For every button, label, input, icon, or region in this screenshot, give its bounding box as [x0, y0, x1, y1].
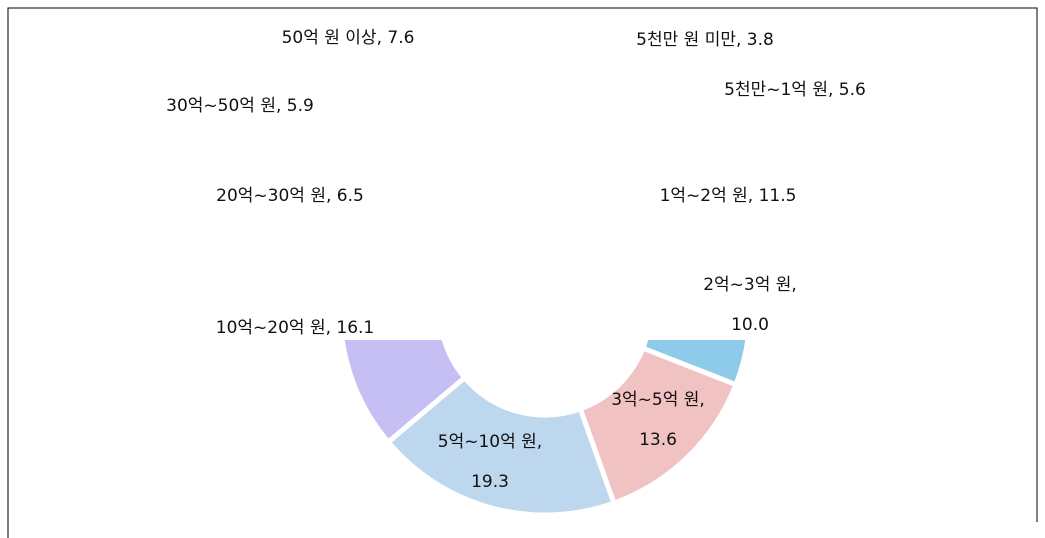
slice: [545, 105, 594, 208]
data-label: 5천만~1억 원, 5.6: [724, 80, 866, 100]
slice: [384, 374, 618, 518]
data-label: 2억~3억 원, 10.0: [703, 275, 797, 335]
slice: [350, 175, 466, 278]
slice: [391, 128, 497, 241]
slice: [339, 340, 469, 446]
slice: [451, 105, 545, 217]
data-label: 1억~2억 원, 11.5: [660, 186, 797, 206]
data-label: 50억 원 이상, 7.6: [282, 28, 415, 48]
data-label: 30억~50억 원, 5.9: [166, 96, 314, 116]
data-label: 10억~20억 원, 16.1: [216, 318, 375, 338]
data-label: 20억~30억 원, 6.5: [216, 186, 364, 206]
data-label: 5천만 원 미만, 3.8: [636, 30, 774, 50]
data-label: 5억~10억 원, 19.3: [438, 432, 542, 492]
chart-frame: [7, 7, 1038, 538]
slices: [339, 105, 751, 518]
data-label: 3억~5억 원, 13.6: [611, 390, 705, 450]
slice: [570, 111, 659, 223]
slice: [604, 140, 744, 284]
